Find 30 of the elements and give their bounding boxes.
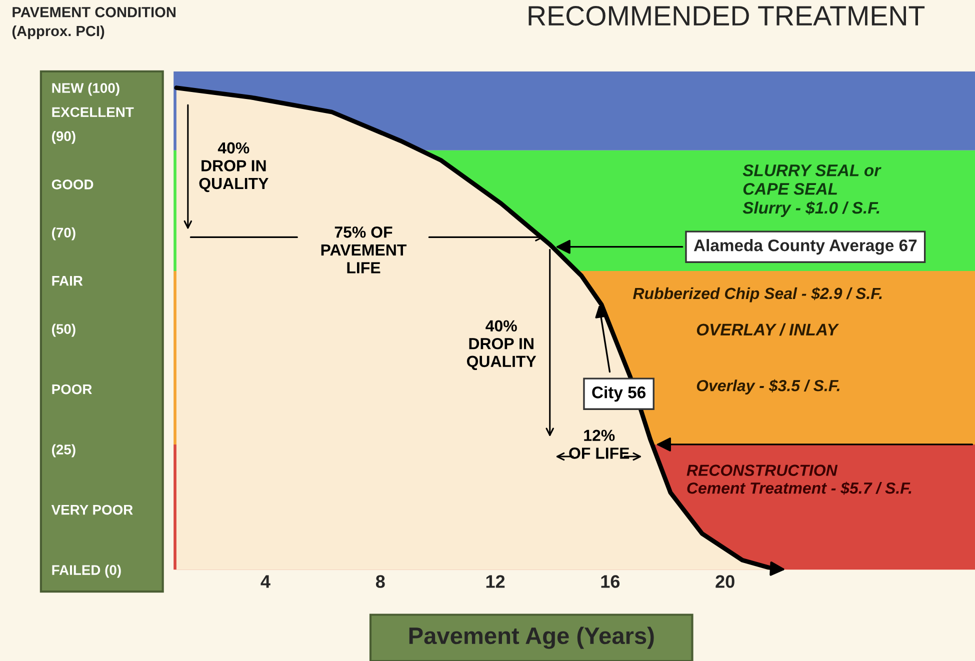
annotation: RECONSTRUCTION Cement Treatment - $5.7 / S.F. — [686, 464, 912, 495]
annotation: 40% DROP IN QUALITY — [466, 320, 536, 370]
y-tick-label: GOOD — [52, 180, 94, 190]
annotation: 12% OF LIFE — [569, 430, 630, 459]
annotation: Rubberized Chip Seal - $2.9 / S.F. — [633, 287, 882, 302]
chart-title: RECOMMENDED TREATMENT — [528, 6, 925, 26]
annotation: City 56 — [592, 386, 646, 402]
x-tick-label: 12 — [486, 575, 505, 588]
y-axis-title: PAVEMENT CONDITION (Approx. PCI) — [12, 6, 176, 40]
y-tick-label: FAILED (0) — [52, 564, 121, 578]
x-tick-label: 20 — [716, 575, 734, 588]
y-tick-label: POOR — [52, 384, 92, 394]
x-tick-label: 16 — [601, 575, 620, 588]
annotation: OVERLAY / INLAY — [696, 323, 840, 336]
y-tick-label: VERY POOR — [51, 504, 133, 515]
y-tick-label: (50) — [52, 324, 76, 337]
annotation: Overlay - $3.5 / S.F. — [696, 379, 840, 394]
y-tick-label: (90) — [52, 130, 76, 144]
annotation: Alameda County Average 67 — [694, 239, 917, 255]
x-axis-title: Pavement Age (Years) — [409, 626, 654, 649]
annotation: 40% DROP IN QUALITY — [199, 142, 268, 192]
y-tick-label: EXCELLENT — [52, 107, 134, 118]
x-tick-label: 8 — [376, 575, 385, 588]
y-tick-label: FAIR — [52, 276, 83, 286]
annotation: SLURRY SEAL or CAPE SEAL Slurry - $1.0 / S.F. — [742, 164, 882, 218]
x-tick-label: 4 — [260, 575, 270, 588]
y-tick-label: NEW (100) — [52, 82, 120, 96]
annotation: 75% OF PAVEMENT LIFE — [321, 226, 407, 274]
y-tick-label: (25) — [52, 444, 76, 458]
y-tick-label: (70) — [52, 227, 76, 240]
